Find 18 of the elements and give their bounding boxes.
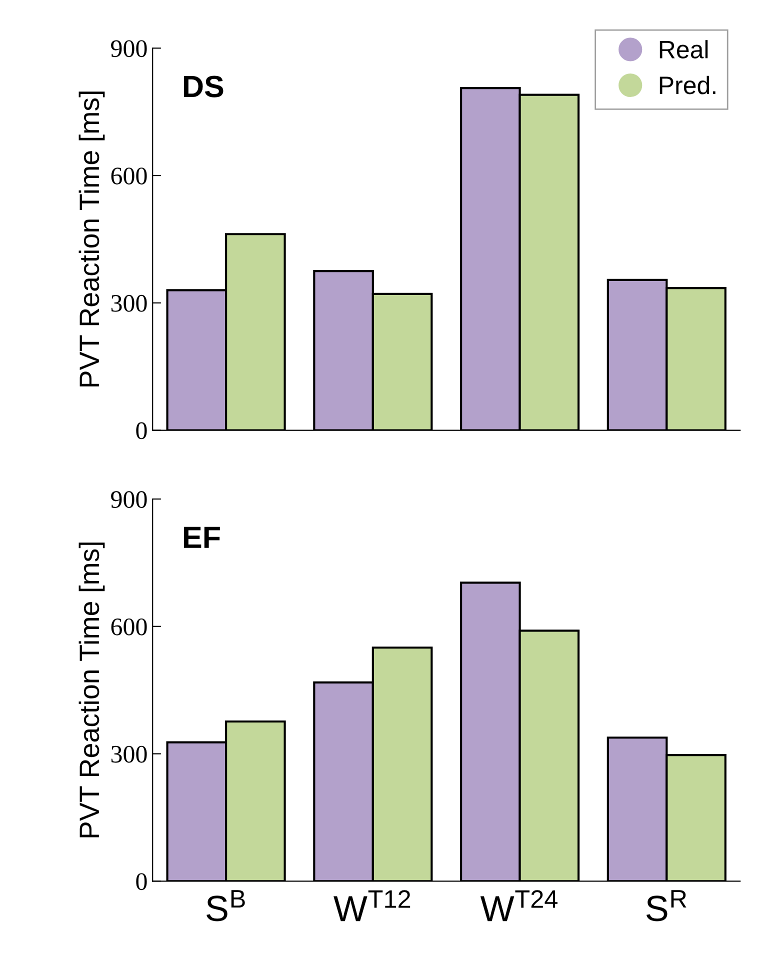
text: EF	[184, 526, 220, 548]
legend-label: Real	[660, 40, 708, 58]
y-tick-label: 300	[111, 294, 147, 312]
text: DS	[184, 76, 224, 98]
x-tick-label: W$^{T24}$	[480, 890, 558, 922]
y-axis-title: PVT Reaction Time [ms]	[78, 542, 105, 838]
y-axis-title: PVT Reaction Time [ms]	[78, 92, 105, 386]
x-tick-label: S$^{B}$	[206, 890, 245, 922]
y-tick-label: 600	[111, 618, 147, 636]
y-tick-label: 0	[136, 873, 147, 890]
legend-label: Pred.	[660, 76, 716, 94]
y-tick-label: 300	[111, 746, 147, 763]
y-tick-label: 900	[111, 491, 147, 508]
x-tick-label: W$^{T12}$	[334, 890, 410, 922]
y-tick-label: 600	[111, 168, 147, 184]
y-tick-label: 0	[136, 422, 147, 440]
y-tick-label: 900	[111, 40, 147, 58]
x-tick-label: S$^{R}$	[646, 890, 686, 922]
